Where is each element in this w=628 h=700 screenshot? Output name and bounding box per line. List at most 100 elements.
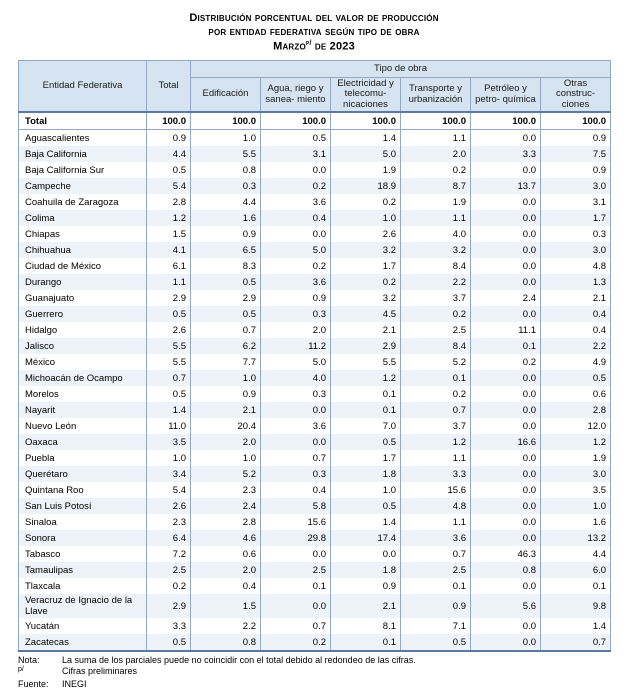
cell: 0.9 bbox=[331, 578, 401, 594]
cell: 0.3 bbox=[261, 306, 331, 322]
cell: 17.4 bbox=[331, 530, 401, 546]
table-row: Michoacán de Ocampo0.71.04.01.20.10.00.5 bbox=[19, 370, 611, 386]
table-row: Campeche5.40.30.218.98.713.73.0 bbox=[19, 178, 611, 194]
cell: 0.0 bbox=[471, 242, 541, 258]
notes-block: Nota:La suma de los parciales puede no c… bbox=[18, 655, 610, 690]
table-row: Ciudad de México6.18.30.21.78.40.04.8 bbox=[19, 258, 611, 274]
cell: 0.6 bbox=[541, 386, 611, 402]
cell: 0.7 bbox=[401, 546, 471, 562]
cell: 0.9 bbox=[401, 594, 471, 618]
table-row: Guerrero0.50.50.34.50.20.00.4 bbox=[19, 306, 611, 322]
cell: 4.9 bbox=[541, 354, 611, 370]
cell: 3.5 bbox=[147, 434, 191, 450]
cell: 0.2 bbox=[261, 258, 331, 274]
cell: 2.6 bbox=[331, 226, 401, 242]
title-line3-post: de 2023 bbox=[312, 40, 355, 52]
cell: 15.6 bbox=[261, 514, 331, 530]
cell: 2.3 bbox=[191, 482, 261, 498]
cell: 0.5 bbox=[147, 306, 191, 322]
cell: 0.5 bbox=[147, 162, 191, 178]
cell: 5.8 bbox=[261, 498, 331, 514]
cell: 2.8 bbox=[147, 194, 191, 210]
cell: 8.1 bbox=[331, 618, 401, 634]
cell: 3.7 bbox=[401, 418, 471, 434]
cell: 0.8 bbox=[191, 634, 261, 651]
cell: 5.5 bbox=[147, 338, 191, 354]
cell: 4.4 bbox=[191, 194, 261, 210]
cell: 0.0 bbox=[471, 258, 541, 274]
cell: 3.1 bbox=[261, 146, 331, 162]
cell: 0.0 bbox=[261, 226, 331, 242]
cell: 1.0 bbox=[331, 210, 401, 226]
cell: 1.3 bbox=[541, 274, 611, 290]
row-label: Puebla bbox=[19, 450, 147, 466]
cell: 3.6 bbox=[261, 194, 331, 210]
cell: 100.0 bbox=[191, 112, 261, 130]
cell: 1.2 bbox=[401, 434, 471, 450]
cell: 0.1 bbox=[331, 386, 401, 402]
row-label: Coahuila de Zaragoza bbox=[19, 194, 147, 210]
cell: 0.0 bbox=[471, 618, 541, 634]
row-label: Ciudad de México bbox=[19, 258, 147, 274]
cell: 1.9 bbox=[331, 162, 401, 178]
cell: 0.5 bbox=[147, 386, 191, 402]
cell: 0.1 bbox=[331, 402, 401, 418]
cell: 0.1 bbox=[401, 370, 471, 386]
cell: 0.7 bbox=[261, 450, 331, 466]
cell: 2.5 bbox=[401, 562, 471, 578]
cell: 29.8 bbox=[261, 530, 331, 546]
cell: 100.0 bbox=[261, 112, 331, 130]
cell: 0.0 bbox=[471, 210, 541, 226]
cell: 0.0 bbox=[471, 482, 541, 498]
cell: 0.0 bbox=[471, 466, 541, 482]
table-row: Colima1.21.60.41.01.10.01.7 bbox=[19, 210, 611, 226]
table-row: Chiapas1.50.90.02.64.00.00.3 bbox=[19, 226, 611, 242]
cell: 0.0 bbox=[471, 274, 541, 290]
cell: 0.4 bbox=[541, 306, 611, 322]
title-line2: por entidad federativa según tipo de obr… bbox=[208, 26, 419, 38]
cell: 0.8 bbox=[471, 562, 541, 578]
cell: 7.0 bbox=[331, 418, 401, 434]
cell: 2.1 bbox=[331, 322, 401, 338]
cell: 2.0 bbox=[191, 562, 261, 578]
cell: 2.3 bbox=[147, 514, 191, 530]
cell: 0.2 bbox=[261, 634, 331, 651]
cell: 0.3 bbox=[261, 386, 331, 402]
table-row: Coahuila de Zaragoza2.84.43.60.21.90.03.… bbox=[19, 194, 611, 210]
cell: 0.5 bbox=[401, 634, 471, 651]
cell: 0.2 bbox=[401, 386, 471, 402]
cell: 3.6 bbox=[401, 530, 471, 546]
cell: 3.7 bbox=[401, 290, 471, 306]
cell: 4.6 bbox=[191, 530, 261, 546]
cell: 1.7 bbox=[331, 258, 401, 274]
table-row: Quintana Roo5.42.30.41.015.60.03.5 bbox=[19, 482, 611, 498]
cell: 0.5 bbox=[191, 306, 261, 322]
row-label: Colima bbox=[19, 210, 147, 226]
cell: 0.0 bbox=[471, 450, 541, 466]
table-row: Morelos0.50.90.30.10.20.00.6 bbox=[19, 386, 611, 402]
row-label: Chihuahua bbox=[19, 242, 147, 258]
cell: 100.0 bbox=[147, 112, 191, 130]
cell: 1.1 bbox=[401, 514, 471, 530]
row-label: San Luis Potosí bbox=[19, 498, 147, 514]
cell: 0.0 bbox=[471, 514, 541, 530]
cell: 0.0 bbox=[471, 530, 541, 546]
row-label: Aguascalientes bbox=[19, 130, 147, 147]
row-label: Yucatán bbox=[19, 618, 147, 634]
cell: 2.8 bbox=[541, 402, 611, 418]
row-label: Nuevo León bbox=[19, 418, 147, 434]
cell: 0.7 bbox=[147, 370, 191, 386]
cell: 0.4 bbox=[261, 210, 331, 226]
cell: 0.0 bbox=[471, 226, 541, 242]
cell: 4.1 bbox=[147, 242, 191, 258]
cell: 8.7 bbox=[401, 178, 471, 194]
cell: 0.1 bbox=[331, 634, 401, 651]
cell: 3.5 bbox=[541, 482, 611, 498]
cell: 1.0 bbox=[191, 130, 261, 147]
cell: 5.6 bbox=[471, 594, 541, 618]
cell: 0.3 bbox=[261, 466, 331, 482]
cell: 7.1 bbox=[401, 618, 471, 634]
page-title: Distribución porcentual del valor de pro… bbox=[18, 12, 610, 54]
table-row: México5.57.75.05.55.20.24.9 bbox=[19, 354, 611, 370]
row-label: Guanajuato bbox=[19, 290, 147, 306]
